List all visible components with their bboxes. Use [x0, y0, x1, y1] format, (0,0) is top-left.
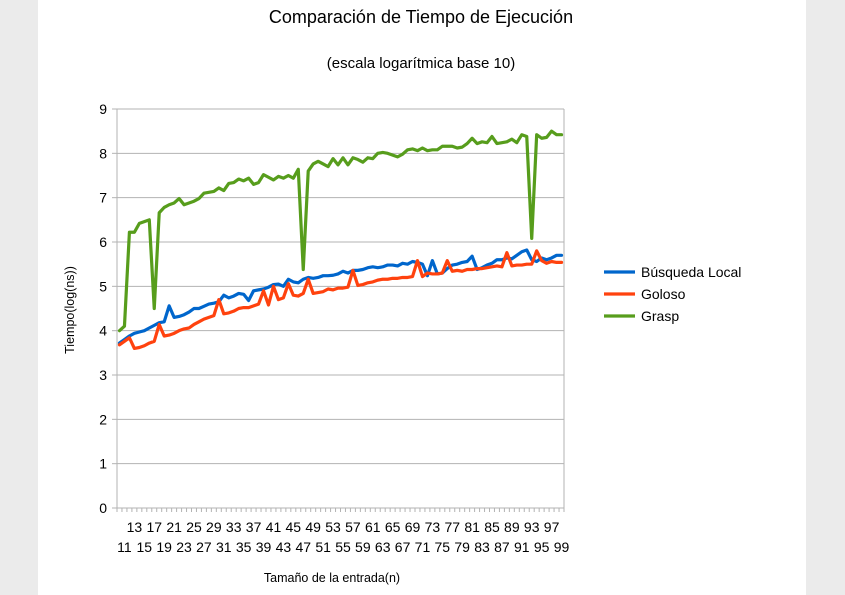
y-tick-label: 8	[99, 145, 107, 161]
x-tick-label: 53	[325, 519, 341, 535]
x-tick-label: 85	[484, 519, 500, 535]
x-tick-label: 65	[385, 519, 401, 535]
x-tick-label: 69	[405, 519, 421, 535]
x-tick-label: 71	[415, 539, 431, 555]
x-tick-label: 83	[474, 539, 490, 555]
x-tick-label: 51	[315, 539, 331, 555]
x-tick-label: 49	[305, 519, 321, 535]
series-line-1	[117, 249, 564, 350]
x-tick-label: 37	[246, 519, 262, 535]
x-tick-label: 87	[494, 539, 510, 555]
x-tick-label: 89	[504, 519, 520, 535]
series-line-0	[117, 248, 564, 345]
y-tick-label: 6	[99, 234, 107, 250]
x-tick-label: 27	[196, 539, 212, 555]
line-chart: Comparación de Tiempo de Ejecución (esca…	[63, 7, 741, 585]
y-tick-label: 5	[99, 278, 107, 294]
x-tick-label: 93	[524, 519, 540, 535]
legend: Búsqueda Local Goloso Grasp	[604, 264, 741, 324]
x-tick-label: 99	[554, 539, 570, 555]
y-tick-label: 0	[99, 500, 107, 516]
x-tick-label: 55	[335, 539, 351, 555]
legend-label: Grasp	[641, 308, 679, 324]
chart-title: Comparación de Tiempo de Ejecución	[269, 7, 573, 27]
chart-subtitle: (escala logarítmica base 10)	[327, 55, 515, 72]
x-tick-label: 29	[206, 519, 222, 535]
x-tick-label: 43	[276, 539, 292, 555]
x-tick-label: 15	[137, 539, 153, 555]
y-tick-label: 9	[99, 101, 107, 117]
y-tick-label: 4	[99, 323, 107, 339]
x-tick-label: 75	[435, 539, 451, 555]
legend-label: Búsqueda Local	[641, 264, 741, 280]
x-tick-label: 67	[395, 539, 411, 555]
y-axis-ticks: 0 1 2 3 4 5 6 7 8 9	[99, 101, 117, 516]
legend-label: Goloso	[641, 286, 686, 302]
x-axis-ticks: 13 17 21 25 29 33 37 41 45 49 53 57 61 65 69 73 77 81 85 89…	[116, 508, 570, 555]
grid-lines	[117, 108, 564, 509]
x-tick-label: 35	[236, 539, 252, 555]
x-tick-label: 11	[117, 539, 132, 555]
series-lines	[117, 129, 564, 350]
axes	[116, 109, 565, 508]
x-tick-label: 23	[176, 539, 192, 555]
x-tick-label: 81	[464, 519, 480, 535]
x-tick-label: 17	[146, 519, 162, 535]
x-tick-label: 47	[295, 539, 311, 555]
x-tick-label: 95	[534, 539, 550, 555]
y-axis-label: Tiempo(log(ns))	[63, 266, 77, 354]
x-tick-label: 21	[166, 519, 182, 535]
chart-page: Comparación de Tiempo de Ejecución (esca…	[38, 0, 806, 595]
x-tick-label: 19	[156, 539, 172, 555]
x-tick-label: 45	[286, 519, 302, 535]
x-tick-label: 97	[544, 519, 560, 535]
x-tick-label: 13	[127, 519, 143, 535]
y-tick-label: 1	[99, 456, 107, 472]
y-tick-label: 7	[99, 190, 107, 206]
x-tick-label: 41	[266, 519, 282, 535]
series-line-2	[117, 129, 564, 333]
x-tick-label: 39	[256, 539, 272, 555]
x-tick-label: 73	[425, 519, 441, 535]
x-axis-label: Tamaño de la entrada(n)	[264, 571, 400, 585]
x-tick-label: 59	[355, 539, 371, 555]
x-tick-label: 61	[365, 519, 381, 535]
x-tick-label: 91	[514, 539, 530, 555]
x-tick-label: 33	[226, 519, 242, 535]
x-tick-label: 79	[454, 539, 470, 555]
x-tick-label: 25	[186, 519, 202, 535]
x-tick-label: 77	[444, 519, 460, 535]
x-tick-label: 63	[375, 539, 391, 555]
x-tick-label: 57	[345, 519, 361, 535]
y-tick-label: 2	[99, 411, 107, 427]
y-tick-label: 3	[99, 367, 107, 383]
x-tick-label: 31	[216, 539, 232, 555]
